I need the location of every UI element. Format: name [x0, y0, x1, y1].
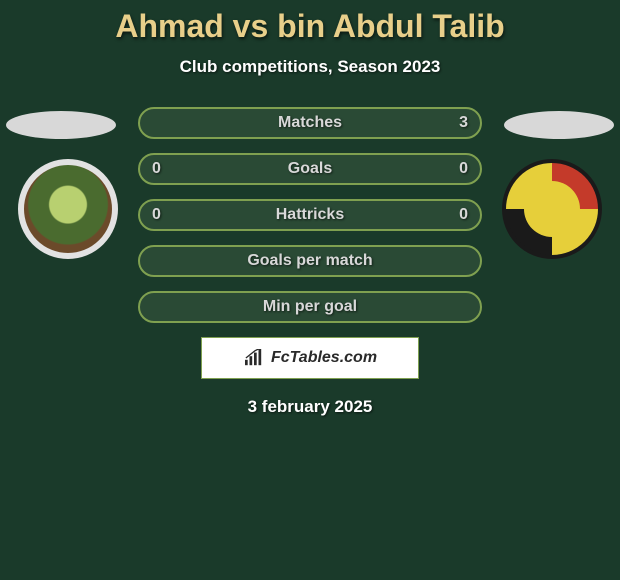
player-left-shadow [6, 111, 116, 139]
stat-label: Hattricks [276, 206, 344, 224]
brand-text: FcTables.com [271, 349, 377, 367]
chart-icon [243, 349, 265, 367]
stat-right-value: 0 [459, 206, 468, 224]
subtitle: Club competitions, Season 2023 [0, 57, 620, 77]
date-text: 3 february 2025 [0, 397, 620, 417]
team-badge-right [502, 159, 602, 259]
stat-row-matches: Matches 3 [138, 107, 482, 139]
player-right-shadow [504, 111, 614, 139]
stat-left-value: 0 [152, 160, 161, 178]
stat-label: Min per goal [263, 298, 357, 316]
stat-label: Goals [288, 160, 332, 178]
page-title: Ahmad vs bin Abdul Talib [0, 8, 620, 45]
stat-label: Matches [278, 114, 342, 132]
stat-row-hattricks: 0 Hattricks 0 [138, 199, 482, 231]
team-badge-left [18, 159, 118, 259]
stat-rows: Matches 3 0 Goals 0 0 Hattricks 0 Goals … [138, 107, 482, 323]
stat-row-goals: 0 Goals 0 [138, 153, 482, 185]
brand-box[interactable]: FcTables.com [201, 337, 419, 379]
stat-right-value: 3 [459, 114, 468, 132]
comparison-card: Ahmad vs bin Abdul Talib Club competitio… [0, 0, 620, 417]
stat-label: Goals per match [247, 252, 372, 270]
stat-row-min-per-goal: Min per goal [138, 291, 482, 323]
stat-left-value: 0 [152, 206, 161, 224]
stat-row-goals-per-match: Goals per match [138, 245, 482, 277]
stats-area: Matches 3 0 Goals 0 0 Hattricks 0 Goals … [0, 107, 620, 417]
stat-right-value: 0 [459, 160, 468, 178]
